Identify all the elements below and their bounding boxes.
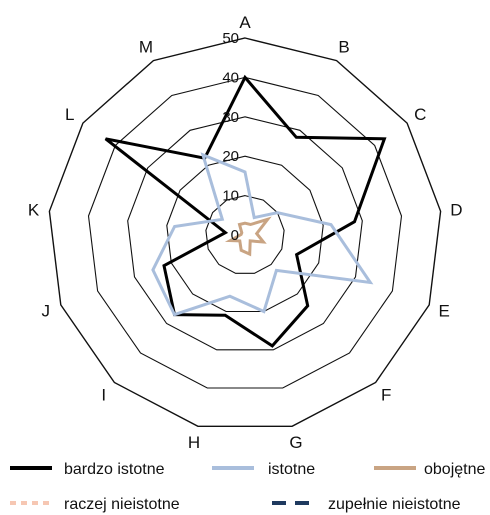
category-label-d: D bbox=[450, 200, 462, 219]
category-label-b: B bbox=[338, 37, 349, 56]
legend-item-0: bardzo istotne bbox=[10, 461, 165, 478]
radial-tick-50: 50 bbox=[222, 30, 239, 47]
series-1-line bbox=[151, 152, 374, 317]
category-label-j: J bbox=[42, 302, 51, 321]
category-label-c: C bbox=[414, 105, 426, 124]
category-label-l: L bbox=[65, 105, 74, 124]
series-0-line bbox=[104, 74, 387, 348]
radial-tick-0: 0 bbox=[231, 227, 239, 244]
legend-label-1: istotne bbox=[268, 461, 315, 478]
legend-label-3: raczej nieistotne bbox=[64, 496, 180, 513]
grid-ring-30 bbox=[127, 116, 363, 351]
grid-ring-10 bbox=[205, 195, 285, 274]
radar-series bbox=[104, 74, 387, 348]
legend-label-4: zupełnie nieistotne bbox=[328, 496, 461, 513]
legend-label-0: bardzo istotne bbox=[64, 461, 165, 478]
series-2-line bbox=[224, 216, 272, 257]
category-label-a: A bbox=[239, 13, 251, 32]
radial-tick-30: 30 bbox=[222, 109, 239, 126]
category-labels: A B C D E F G H I J K L M bbox=[28, 13, 463, 452]
legend-item-1: istotne bbox=[212, 461, 315, 478]
grid-ring-50 bbox=[48, 37, 442, 427]
radial-tick-10: 10 bbox=[222, 188, 239, 205]
category-label-h: H bbox=[188, 433, 200, 452]
radar-grid bbox=[48, 37, 442, 427]
legend-item-3: raczej nieistotne bbox=[10, 496, 180, 513]
radial-tick-40: 40 bbox=[222, 69, 239, 86]
category-label-g: G bbox=[289, 433, 302, 452]
legend-label-2: obojętne bbox=[424, 461, 485, 478]
category-label-e: E bbox=[439, 302, 450, 321]
category-label-i: I bbox=[101, 385, 106, 404]
legend-item-2: obojętne bbox=[374, 461, 485, 478]
legend-item-4: zupełnie nieistotne bbox=[272, 496, 461, 513]
grid-ring-40 bbox=[87, 76, 403, 389]
category-label-f: F bbox=[381, 385, 391, 404]
legend: bardzo istotne istotne obojętne raczej niei… bbox=[10, 461, 485, 513]
category-label-k: K bbox=[28, 200, 40, 219]
radial-tick-labels: 0 10 20 30 40 50 bbox=[222, 30, 239, 244]
radial-tick-20: 20 bbox=[222, 148, 239, 165]
category-label-m: M bbox=[139, 37, 153, 56]
